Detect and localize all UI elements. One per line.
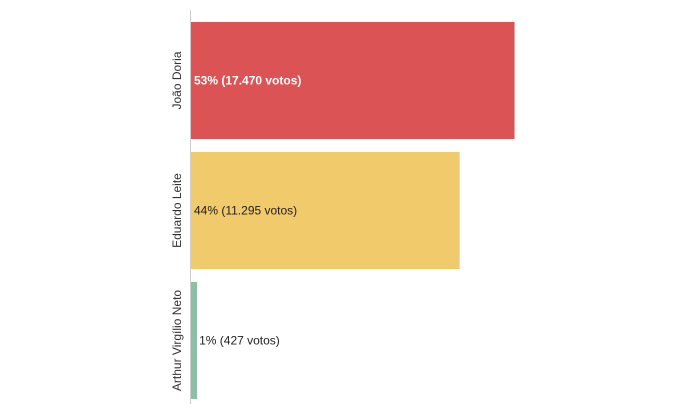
category-label-0: João Doria (170, 51, 184, 109)
bar-1 (191, 152, 460, 269)
data-label-0: 53% (17.470 votos) (194, 74, 301, 88)
data-label-2: 1% (427 votos) (199, 334, 280, 348)
category-label-1: Eduardo Leite (170, 173, 184, 248)
category-label-2: Arthur Virgílio Neto (170, 290, 184, 391)
labels-layer: João Doria 53% (17.470 votos) Eduardo Leit… (170, 51, 301, 391)
data-label-1: 44% (11.295 votos) (194, 204, 297, 218)
bar-0 (191, 22, 515, 139)
bar-2 (191, 282, 198, 399)
bars-layer (191, 22, 515, 399)
